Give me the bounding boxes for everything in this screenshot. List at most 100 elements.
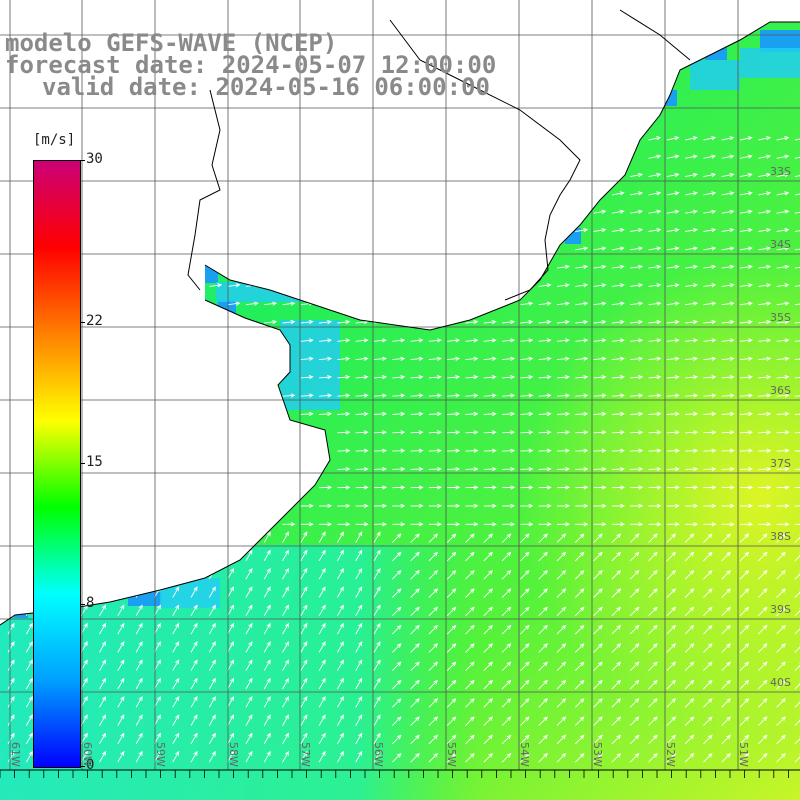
wind-arrow — [593, 283, 607, 288]
wind-arrow — [556, 503, 571, 508]
wind-arrow — [538, 375, 552, 380]
wind-arrow — [666, 209, 680, 214]
wind-arrow — [703, 228, 717, 233]
wind-arrow — [373, 531, 381, 543]
wind-arrow — [465, 393, 479, 398]
wind-arrow — [593, 533, 603, 543]
wind-arrow — [739, 430, 754, 435]
wind-arrow — [648, 606, 658, 617]
wind-arrow — [373, 485, 388, 490]
wind-arrow — [410, 569, 420, 580]
wind-arrow — [391, 643, 402, 653]
wind-arrow — [630, 228, 644, 233]
wind-arrow — [556, 338, 570, 343]
wind-arrow — [373, 430, 388, 435]
wind-arrow — [611, 606, 622, 617]
wind-arrow — [373, 604, 381, 617]
wind-arrow — [703, 533, 713, 543]
wind-arrow — [776, 393, 790, 398]
wind-arrow — [685, 430, 699, 435]
wind-arrow — [245, 622, 253, 635]
wind-arrow — [538, 588, 548, 598]
wind-arrow — [355, 503, 369, 508]
wind-arrow — [703, 430, 717, 435]
colorbar-tick-0: 0 — [86, 757, 95, 773]
wind-arrow — [391, 716, 402, 726]
wind-arrow — [721, 319, 735, 325]
wind-arrow — [629, 569, 640, 580]
wind-arrow — [300, 411, 314, 417]
wind-arrow — [337, 319, 351, 325]
wind-arrow — [575, 246, 589, 251]
wind-arrow — [629, 643, 640, 653]
wind-arrow — [538, 569, 548, 580]
wind-arrow — [337, 393, 351, 398]
latitude-label: 33S — [770, 165, 791, 178]
wind-arrow — [593, 752, 603, 763]
wind-arrow — [483, 448, 497, 453]
wind-arrow — [648, 716, 658, 726]
wind-arrow — [556, 375, 570, 380]
wind-arrow — [703, 448, 717, 453]
wind-arrow — [117, 732, 125, 745]
wind-arrow — [263, 586, 271, 598]
wind-arrow — [556, 522, 571, 527]
wind-arrow — [428, 569, 439, 580]
wind-arrow — [428, 338, 442, 343]
wind-arrow — [483, 375, 497, 380]
wind-arrow — [465, 606, 475, 617]
wind-arrow — [208, 696, 216, 708]
wind-arrow — [630, 448, 644, 453]
wind-arrow — [794, 413, 800, 415]
wind-arrow — [319, 503, 333, 508]
wind-arrow — [703, 698, 713, 708]
wind-arrow — [392, 338, 406, 343]
wind-arrow — [318, 732, 326, 745]
wind-arrow — [794, 230, 800, 232]
wind-arrow — [611, 551, 622, 562]
wind-arrow — [629, 624, 640, 635]
wind-arrow — [739, 283, 753, 288]
wind-arrow — [355, 549, 363, 562]
wind-arrow — [684, 533, 695, 543]
wind-arrow — [611, 411, 625, 417]
wind-arrow — [703, 569, 713, 580]
wind-arrow — [703, 154, 717, 159]
wind-arrow — [428, 588, 439, 598]
wind-arrow — [776, 606, 786, 617]
wind-arrow — [721, 356, 735, 361]
wind-arrow — [190, 604, 198, 617]
wind-arrow — [502, 356, 516, 361]
wind-arrow — [263, 659, 271, 671]
wind-arrow — [538, 698, 548, 708]
wind-arrow — [465, 734, 475, 745]
wind-arrow — [337, 641, 344, 653]
wind-arrow — [465, 533, 475, 543]
wind-arrow — [483, 679, 494, 690]
wind-arrow — [300, 393, 314, 398]
wind-arrow — [117, 714, 125, 726]
wind-arrow — [648, 734, 658, 745]
wind-arrow — [410, 430, 424, 435]
wind-arrow — [300, 622, 308, 635]
wind-arrow — [758, 172, 772, 178]
wind-arrow — [666, 466, 680, 472]
wind-arrow — [703, 643, 713, 653]
wind-arrow — [428, 624, 439, 635]
wind-arrow — [757, 588, 768, 598]
wind-arrow — [776, 752, 786, 763]
wind-arrow — [611, 624, 622, 635]
wind-arrow — [703, 606, 713, 617]
wind-arrow — [465, 643, 475, 653]
wind-arrow — [739, 393, 753, 398]
wind-arrow — [117, 696, 125, 708]
wind-arrow — [684, 606, 695, 617]
wind-arrow — [282, 393, 296, 398]
wind-arrow — [776, 375, 790, 380]
wind-arrow — [227, 604, 235, 617]
wind-arrow — [739, 209, 753, 214]
wind-arrow — [446, 661, 457, 672]
wind-arrow — [611, 569, 622, 580]
wind-arrow — [611, 716, 622, 726]
longitude-label: 60W — [81, 742, 94, 767]
